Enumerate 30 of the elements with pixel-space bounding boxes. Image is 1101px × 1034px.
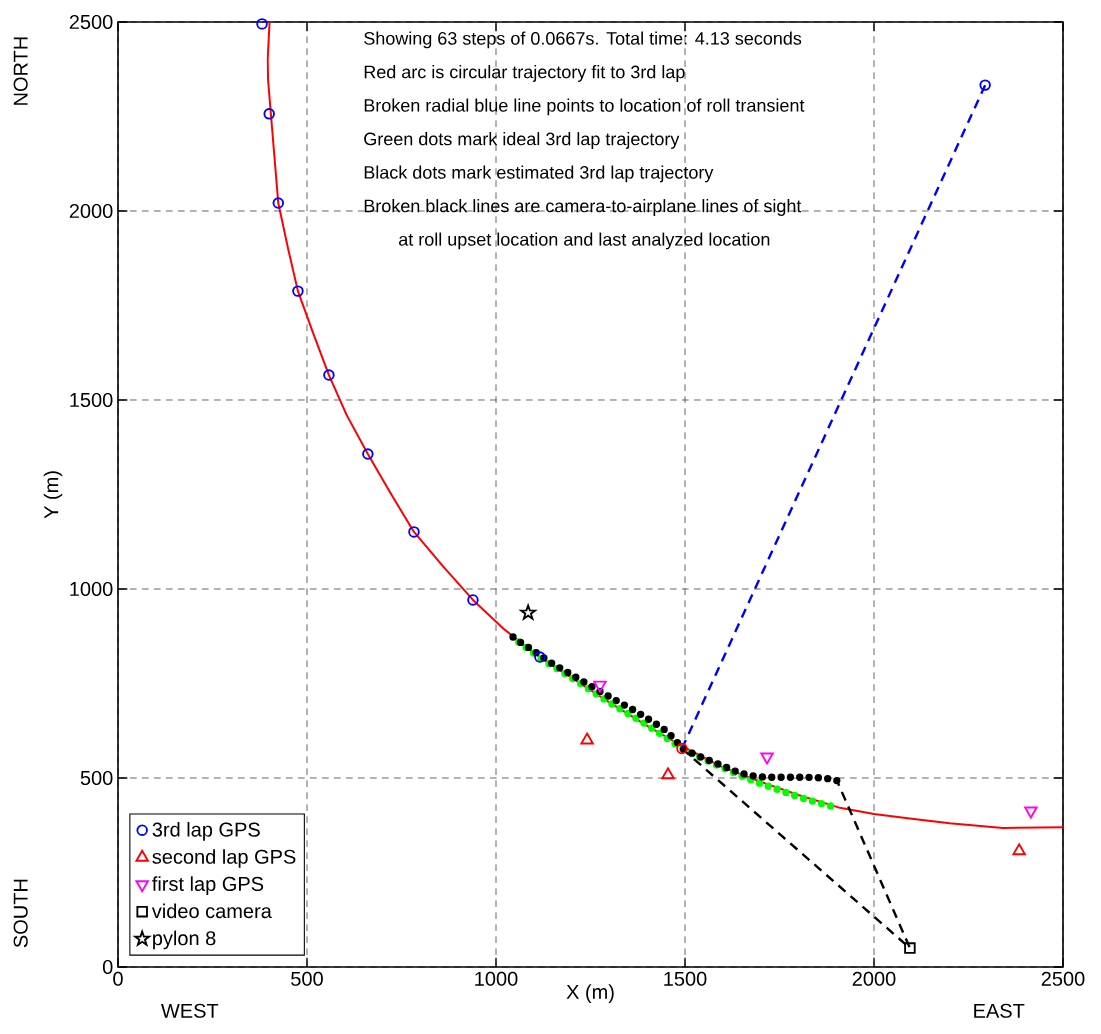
y-tick-label: 1000 [70,581,113,597]
x-tick-label: 1000 [475,971,518,986]
annotation: Broken black lines are camera-to-airplane lines of sight [364,199,802,216]
y-tick-label: 2000 [69,203,113,219]
annotation: Black dots mark estimated 3rd lap trajectory [364,165,714,183]
y-axis-title: Y (m) [43,471,63,519]
text: WEST [161,1003,219,1018]
legend-label: 3rd lap GPS [152,821,260,841]
annotation: Red arc is circular trajectory fit to 3rd lap [364,65,685,82]
x-tick-label: 2000 [852,971,896,986]
annotation: Showing 63 steps of 0.0667s. Total time: 4.13 seconds [364,31,802,49]
annotation: Green dots mark ideal 3rd lap trajectory [364,132,680,149]
x-tick-label: 2500 [1041,971,1085,986]
y-tick-label: 2500 [69,14,113,30]
text: SOUTH [13,879,28,948]
x-tick-label: 0 [113,971,123,986]
legend-label: pylon 8 [153,930,216,950]
y-tick-label: 500 [80,770,113,786]
x-tick-label: 500 [291,971,323,986]
x-axis-title: X (m) [566,984,614,1003]
text: NORTH [13,37,28,105]
text: EAST [974,1003,1025,1018]
y-tick-label: 0 [102,959,113,975]
annotation: Broken radial blue line points to location of roll transient [364,98,805,116]
legend-label: first lap GPS [152,876,264,895]
y-tick-label: 1500 [70,392,113,408]
annotation: at roll upset location and last analyzed location [399,232,770,250]
x-tick-label: 1500 [664,971,707,986]
legend-label: second lap GPS [152,849,296,868]
legend-label: video camera [151,903,272,919]
